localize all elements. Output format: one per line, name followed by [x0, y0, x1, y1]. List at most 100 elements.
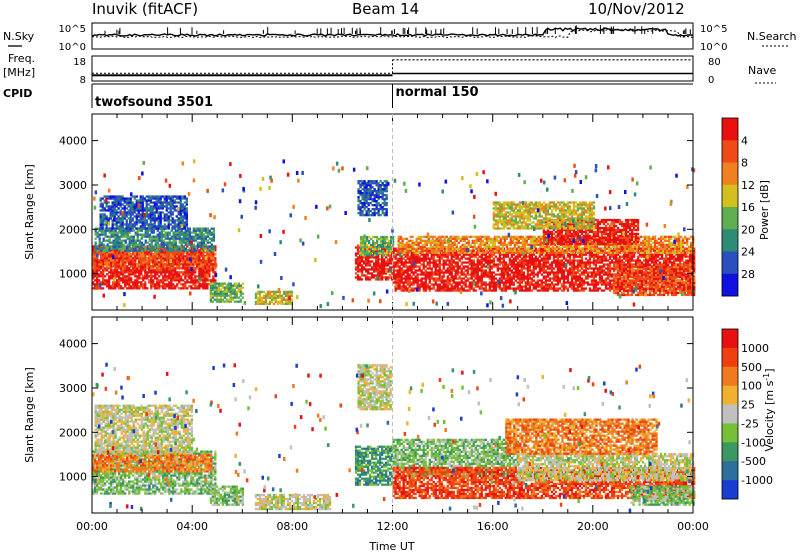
heatmap-cell [532, 275, 535, 278]
heatmap-cell [109, 207, 112, 210]
heatmap-cell [424, 275, 427, 278]
heatmap-cell [208, 269, 211, 272]
heatmap-cell [260, 302, 264, 305]
heatmap-cell [204, 227, 207, 230]
heatmap-cell [434, 273, 437, 276]
heatmap-cell [478, 267, 481, 270]
heatmap-cell [102, 263, 105, 266]
heatmap-cell [117, 225, 120, 228]
heatmap-cell [174, 241, 177, 244]
heatmap-cell [512, 257, 515, 260]
heatmap-cell [178, 247, 181, 250]
heatmap-cell [156, 285, 159, 288]
heatmap-cell [369, 186, 372, 189]
heatmap-cell [356, 262, 360, 265]
heatmap-cell [450, 255, 453, 258]
heatmap-cell [510, 253, 513, 256]
heatmap-cell [410, 287, 413, 290]
heatmap-cell [170, 271, 173, 274]
heatmap-cell [548, 271, 552, 274]
heatmap-cell [137, 221, 140, 224]
heatmap-cell [512, 253, 515, 256]
heatmap-cell [118, 261, 121, 264]
heatmap-cell [178, 277, 181, 280]
heatmap-cell [377, 212, 380, 215]
heatmap-cell [182, 251, 185, 254]
heatmap-cell [116, 239, 119, 242]
heatmap-cell [178, 281, 181, 284]
heatmap-cell [108, 241, 111, 244]
heatmap-cell [148, 249, 151, 252]
heatmap-cell [120, 229, 123, 232]
heatmap-cell [239, 286, 242, 289]
heatmap-cell [202, 239, 205, 242]
heatmap-cell [151, 209, 154, 212]
heatmap-cell [522, 277, 525, 280]
heatmap-cell [177, 221, 180, 224]
heatmap-cell [366, 253, 369, 257]
heatmap-cell [179, 215, 182, 218]
heatmap-cell [494, 281, 497, 284]
heatmap-cell [96, 227, 99, 230]
heatmap-cell [148, 279, 151, 282]
heatmap-cell [371, 268, 374, 271]
heatmap-cell [363, 262, 366, 265]
heatmap-cell [114, 237, 117, 240]
heatmap-cell [106, 253, 109, 256]
heatmap-cell [371, 266, 374, 269]
heatmap-cell [358, 276, 362, 279]
heatmap-cell [174, 253, 177, 256]
heatmap-cell [450, 253, 453, 256]
heatmap-cell [142, 279, 145, 282]
heatmap-cell [102, 275, 105, 278]
heatmap-cell [526, 289, 529, 292]
heatmap-cell [132, 271, 135, 274]
heatmap-cell [542, 261, 545, 264]
heatmap-cell [442, 279, 445, 282]
heatmap-cell [178, 245, 181, 248]
heatmap-cell [360, 278, 364, 281]
heatmap-cell [231, 296, 234, 299]
heatmap-cell [138, 267, 141, 270]
heatmap-cell [186, 255, 189, 258]
heatmap-cell [206, 265, 209, 268]
heatmap-cell [526, 263, 529, 266]
heatmap-cell [534, 273, 537, 276]
heatmap-cell [412, 281, 415, 284]
heatmap-cell [186, 235, 189, 238]
heatmap-cell [450, 261, 453, 264]
heatmap-cell [530, 277, 533, 280]
heatmap-cell [386, 235, 389, 239]
heatmap-cell [151, 227, 154, 230]
heatmap-cell [538, 271, 541, 274]
heatmap-cell [200, 239, 203, 242]
heatmap-cell [288, 294, 292, 297]
heatmap-cell [546, 267, 550, 270]
heatmap-cell [130, 257, 133, 260]
heatmap-cell [168, 277, 171, 280]
heatmap-cell [379, 262, 382, 265]
heatmap-cell [144, 277, 147, 280]
heatmap-cell [108, 235, 111, 238]
heatmap-cell [412, 267, 415, 270]
heatmap-cell [528, 259, 531, 262]
heatmap-cell [140, 285, 143, 288]
heatmap-cell [130, 235, 133, 238]
heatmap-cell [178, 271, 181, 274]
heatmap-cell [219, 292, 222, 295]
heatmap-cell [112, 281, 115, 284]
heatmap-cell [466, 271, 469, 274]
heatmap-cell [223, 296, 226, 299]
heatmap-cell [488, 257, 491, 260]
heatmap-cell [134, 253, 137, 256]
heatmap-cell [361, 196, 364, 199]
heatmap-cell [176, 237, 179, 240]
heatmap-cell [227, 288, 230, 291]
heatmap-cell [544, 265, 548, 268]
heatmap-cell [392, 239, 395, 243]
heatmap-cell [500, 267, 503, 270]
heatmap-cell [398, 285, 401, 288]
heatmap-cell [106, 235, 109, 238]
heatmap-cell [414, 275, 417, 278]
heatmap-cell [436, 259, 439, 262]
